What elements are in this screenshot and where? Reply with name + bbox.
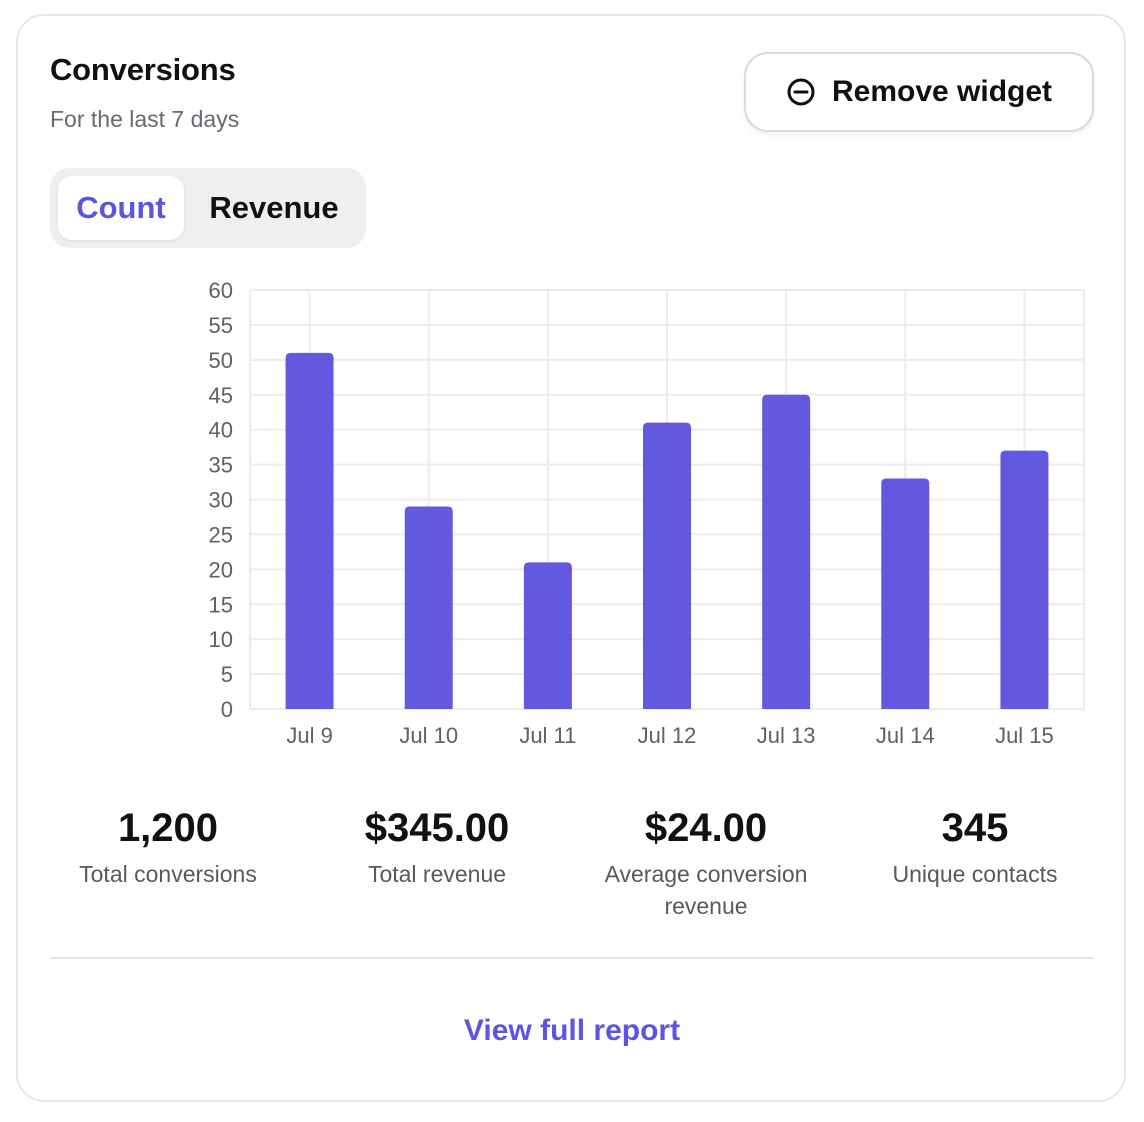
- y-tick-label: 5: [221, 662, 233, 687]
- y-tick-label: 45: [209, 383, 233, 408]
- y-tick-label: 0: [221, 697, 233, 722]
- stat-label: Total revenue: [367, 861, 507, 887]
- y-tick-label: 30: [209, 488, 233, 513]
- y-tick-label: 50: [209, 348, 233, 373]
- x-tick-label: Jul 14: [876, 723, 935, 748]
- widget-subtitle: For the last 7 days: [50, 106, 240, 132]
- y-tick-label: 55: [209, 313, 233, 338]
- stat-average-conversion-revenue: $24.00 Average conversion revenue: [576, 806, 836, 922]
- bar-jul-14[interactable]: [881, 478, 930, 709]
- x-tick-label: Jul 11: [519, 723, 576, 748]
- bar-jul-9[interactable]: [285, 352, 334, 709]
- widget-title: Conversions: [50, 52, 236, 87]
- stat-label: Average conversion revenue: [604, 861, 808, 919]
- minus-circle-icon: [786, 77, 816, 107]
- x-tick-label: Jul 12: [638, 723, 697, 748]
- toggle-option-count[interactable]: Count: [58, 176, 184, 240]
- bar-jul-13[interactable]: [762, 394, 811, 709]
- bar-jul-15[interactable]: [1000, 450, 1049, 709]
- x-tick-label: Jul 13: [757, 723, 816, 748]
- y-tick-label: 20: [209, 557, 233, 582]
- y-tick-label: 25: [209, 522, 233, 547]
- y-tick-label: 15: [209, 592, 233, 617]
- bar-jul-11[interactable]: [523, 562, 572, 709]
- y-tick-label: 35: [209, 453, 233, 478]
- stat-value: $24.00: [644, 806, 768, 850]
- bar-jul-12[interactable]: [643, 422, 691, 709]
- stat-label: Total conversions: [79, 861, 257, 887]
- view-full-report-link[interactable]: View full report: [463, 1014, 681, 1047]
- y-tick-label: 10: [209, 627, 233, 652]
- metric-toggle: Count Revenue: [50, 168, 366, 248]
- x-tick-label: Jul 15: [995, 723, 1054, 748]
- stat-value: 1,200: [117, 806, 219, 850]
- remove-widget-label: Remove widget: [831, 75, 1053, 108]
- stat-label: Unique contacts: [892, 861, 1058, 887]
- stat-value: $345.00: [364, 806, 510, 850]
- stat-total-conversions: 1,200 Total conversions: [38, 806, 298, 890]
- stat-value: 345: [941, 806, 1009, 850]
- y-tick-label: 60: [209, 278, 233, 303]
- divider: [50, 957, 1094, 959]
- remove-widget-button[interactable]: Remove widget: [744, 52, 1094, 132]
- stat-total-revenue: $345.00 Total revenue: [307, 806, 567, 890]
- x-tick-label: Jul 10: [399, 723, 458, 748]
- x-tick-label: Jul 9: [286, 723, 332, 748]
- stat-unique-contacts: 345 Unique contacts: [845, 806, 1105, 890]
- bar-jul-10[interactable]: [404, 506, 453, 709]
- toggle-option-revenue[interactable]: Revenue: [209, 190, 339, 225]
- y-tick-label: 40: [209, 418, 233, 443]
